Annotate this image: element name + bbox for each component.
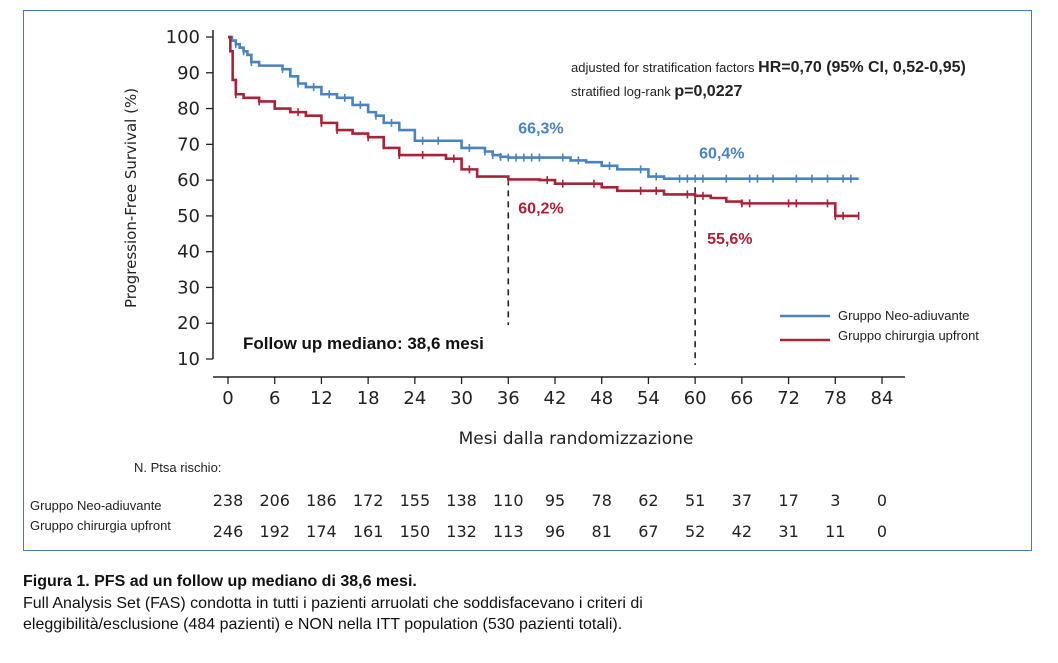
risk-value: 192 — [259, 522, 290, 541]
y-tick-label: 80 — [177, 99, 200, 120]
risk-value: 0 — [877, 522, 887, 541]
risk-value: 246 — [213, 522, 244, 541]
x-tick-label: 42 — [544, 388, 567, 409]
y-tick-label: 10 — [177, 349, 200, 370]
stats-hr-value: HR=0,70 (95% CI, 0,52-0,95) — [758, 59, 966, 76]
y-axis-label: Progression-Free Survival (%) — [122, 88, 140, 308]
risk-value: 3 — [830, 491, 840, 510]
risk-value: 238 — [213, 491, 244, 510]
stats-logrank-line: stratified log-rank p=0,0227 — [571, 83, 742, 100]
risk-table: N. Ptsa rischio: Gruppo Neo-adiuvante Gr… — [30, 460, 887, 541]
censor-marks — [234, 40, 860, 220]
y-tick-label: 50 — [177, 206, 200, 227]
y-tick-label: 20 — [177, 313, 200, 334]
x-tick-label: 36 — [497, 388, 520, 409]
risk-value: 95 — [545, 491, 565, 510]
risk-table-header: N. Ptsa rischio: — [134, 460, 221, 475]
x-tick-label: 84 — [871, 388, 894, 409]
risk-value: 113 — [493, 522, 524, 541]
y-tick-label: 40 — [177, 242, 200, 263]
risk-value: 174 — [306, 522, 337, 541]
risk-value: 51 — [685, 491, 705, 510]
risk-value: 78 — [592, 491, 612, 510]
risk-value: 11 — [825, 522, 845, 541]
x-tick-label: 78 — [824, 388, 847, 409]
risk-value: 155 — [400, 491, 431, 510]
legend-label-upfront: Gruppo chirurgia upfront — [838, 328, 979, 343]
x-tick-label: 72 — [777, 388, 800, 409]
annotation-label: 60,2% — [518, 200, 563, 217]
caption-title: Figura 1. PFS ad un follow up mediano di… — [23, 573, 417, 590]
x-tick-label: 12 — [310, 388, 333, 409]
risk-value: 52 — [685, 522, 705, 541]
x-tick-label: 24 — [403, 388, 426, 409]
caption-line-2: eleggibilità/esclusione (484 pazienti) e… — [23, 616, 623, 633]
series-line-upfront — [228, 35, 859, 218]
legend: Gruppo Neo-adiuvante Gruppo chirurgia up… — [780, 308, 979, 343]
x-tick-label: 48 — [590, 388, 613, 409]
caption-line-1: Full Analysis Set (FAS) condotta in tutt… — [23, 595, 643, 612]
risk-value: 132 — [446, 522, 477, 541]
annotation-label: 66,3% — [518, 121, 563, 138]
y-tick-label: 100 — [166, 27, 200, 48]
stats-hr-line: adjusted for stratification factors HR=0… — [571, 59, 966, 76]
x-tick-label: 18 — [357, 388, 380, 409]
risk-value: 138 — [446, 491, 477, 510]
stats-logrank-value: p=0,0227 — [674, 83, 742, 100]
risk-value: 172 — [353, 491, 384, 510]
risk-value: 67 — [638, 522, 658, 541]
risk-row-label-neo: Gruppo Neo-adiuvante — [30, 498, 162, 513]
risk-value: 31 — [778, 522, 798, 541]
stats-hr-prefix: adjusted for stratification factors — [571, 60, 758, 75]
risk-row-label-upfront: Gruppo chirurgia upfront — [30, 518, 171, 533]
y-tick-label: 90 — [177, 63, 200, 84]
x-tick-label: 0 — [222, 388, 233, 409]
x-axis-label: Mesi dalla randomizzazione — [459, 429, 694, 449]
x-tick-label: 6 — [269, 388, 280, 409]
legend-label-neo: Gruppo Neo-adiuvante — [838, 308, 970, 323]
caption-body: Full Analysis Set (FAS) condotta in tutt… — [23, 593, 1033, 635]
risk-value: 0 — [877, 491, 887, 510]
followup-label: Follow up mediano: 38,6 mesi — [243, 334, 484, 353]
y-tick-label: 30 — [177, 277, 200, 298]
x-tick-label: 60 — [684, 388, 707, 409]
y-tick-label: 60 — [177, 170, 200, 191]
risk-value: 206 — [259, 491, 290, 510]
x-tick-label: 30 — [450, 388, 473, 409]
figure-frame — [23, 10, 1032, 551]
risk-value: 62 — [638, 491, 658, 510]
risk-value: 186 — [306, 491, 337, 510]
risk-value: 110 — [493, 491, 524, 510]
annotation-label: 55,6% — [707, 231, 752, 248]
risk-value: 150 — [400, 522, 431, 541]
risk-value: 42 — [732, 522, 752, 541]
risk-value: 96 — [545, 522, 565, 541]
risk-value: 37 — [732, 491, 752, 510]
risk-value: 161 — [353, 522, 384, 541]
stats-logrank-prefix: stratified log-rank — [571, 84, 674, 99]
annotation-label: 60,4% — [699, 146, 744, 163]
risk-value: 81 — [592, 522, 612, 541]
risk-value: 17 — [778, 491, 798, 510]
x-tick-label: 54 — [637, 388, 660, 409]
chart-labels: 66,3% 60,2% 60,4% 55,6% — [518, 121, 752, 248]
reference-lines — [507, 179, 696, 365]
y-tick-label: 70 — [177, 134, 200, 155]
x-tick-label: 66 — [730, 388, 753, 409]
